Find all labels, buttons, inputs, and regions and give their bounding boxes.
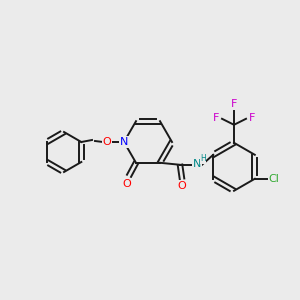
Text: O: O: [178, 181, 186, 191]
Text: O: O: [123, 179, 131, 189]
Text: Cl: Cl: [268, 174, 279, 184]
Text: N: N: [193, 159, 201, 169]
Text: F: F: [231, 99, 237, 109]
Text: F: F: [249, 113, 255, 123]
Text: H: H: [200, 154, 206, 163]
Text: F: F: [213, 113, 219, 123]
Text: O: O: [103, 137, 111, 147]
Text: N: N: [120, 137, 128, 147]
